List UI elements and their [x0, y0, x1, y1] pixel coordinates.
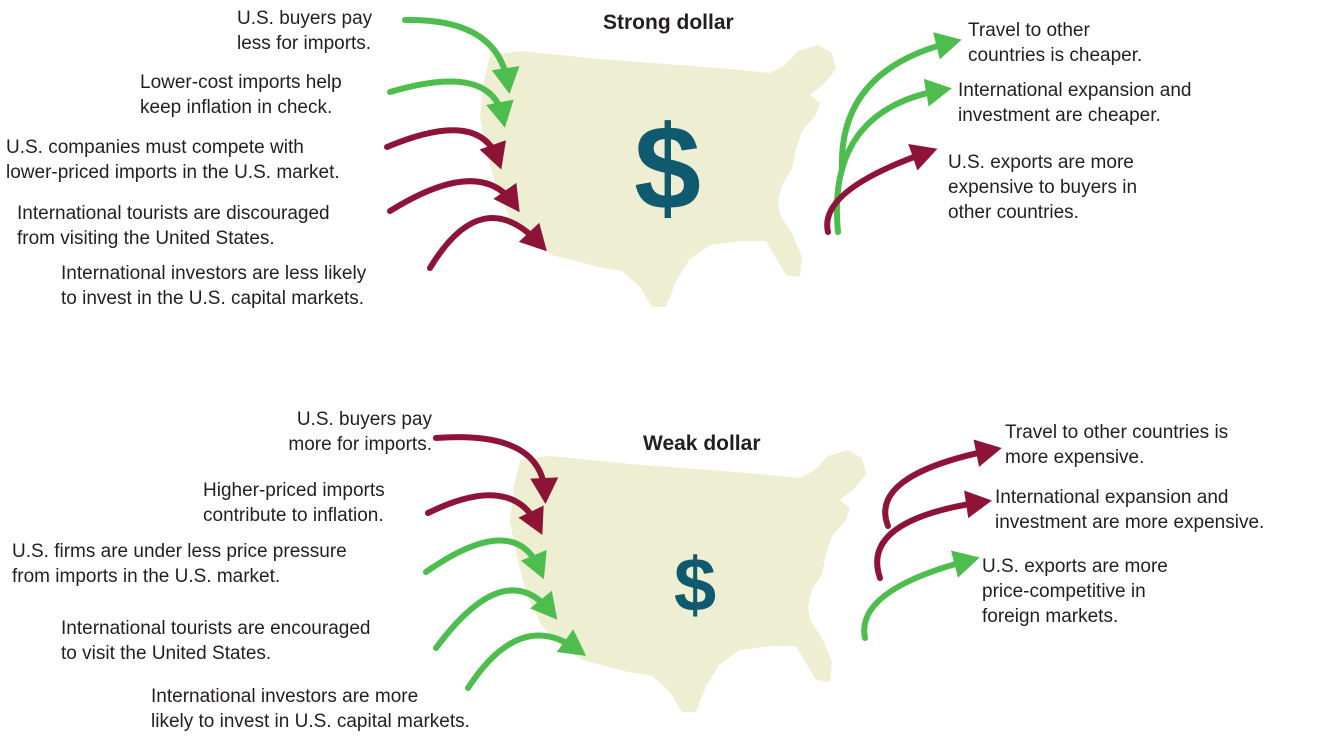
weak-left-arrow-3-head	[520, 549, 547, 580]
strong-map-art	[384, 16, 962, 307]
strong-right-arrow-3-head	[908, 143, 938, 171]
weak-left-arrow-1-head	[530, 477, 559, 504]
weak-dollar-title: Weak dollar	[643, 432, 761, 455]
weak-left-label-5: International investors are more likely t…	[151, 686, 470, 732]
strong-right-label-2: International expansion and investment ar…	[958, 80, 1192, 126]
strong-right-label-1: Travel to other countries is cheaper.	[968, 20, 1143, 66]
weak-left-arrow-5-head	[556, 629, 587, 656]
weak-left-arrow-4-shaft	[433, 587, 554, 651]
strong-dollar-title: Strong dollar	[603, 11, 734, 34]
weak-left-label-2: Higher-priced imports contribute to infla…	[203, 480, 385, 526]
strong-left-arrow-5-head	[518, 222, 547, 252]
weak-arrows	[423, 434, 1002, 691]
strong-left-label-3: U.S. companies must compete with lower-pr…	[6, 137, 340, 183]
weak-dollar-panel: Weak dollar $ U.S. buyers pay more for im…	[0, 360, 1318, 742]
weak-left-label-4: International tourists are encouraged to …	[61, 618, 371, 664]
weak-left-arrow-5-shaft	[465, 632, 581, 691]
strong-right-label-3: U.S. exports are more expensive to buyers…	[948, 152, 1138, 223]
weak-map-art	[423, 434, 1002, 712]
strong-left-arrow-4-head	[493, 182, 520, 213]
strong-arrows	[384, 16, 962, 271]
strong-right-arrow-1-head	[933, 32, 962, 60]
strong-left-arrow-1-head	[491, 66, 520, 94]
strong-right-arrow-2-head	[923, 78, 952, 107]
strong-dollar-symbol: $	[634, 101, 701, 235]
strong-left-arrow-3-head	[479, 140, 506, 170]
strong-left-arrow-3-shaft	[384, 127, 501, 163]
us-map-shape	[510, 450, 866, 712]
strong-left-label-5: International investors are less likely t…	[61, 263, 367, 309]
weak-left-arrow-4-head	[530, 590, 558, 620]
weak-right-label-3: U.S. exports are more price-competitive i…	[982, 556, 1168, 627]
strong-left-arrow-2-head	[486, 99, 514, 128]
weak-right-arrow-2-shaft	[874, 499, 985, 581]
weak-left-arrow-2-head	[518, 505, 544, 536]
weak-right-arrow-2-head	[964, 490, 992, 519]
strong-right-arrow-1-shaft	[838, 39, 955, 173]
strong-left-arrow-5-shaft	[427, 215, 543, 271]
weak-right-arrow-3-head	[950, 550, 980, 578]
weak-right-label-2: International expansion and investment ar…	[995, 487, 1265, 533]
weak-left-label-3: U.S. firms are under less price pressure…	[12, 541, 347, 587]
strong-left-label-2: Lower-cost imports help keep inflation in…	[140, 72, 342, 118]
strong-left-label-1: U.S. buyers pay less for imports.	[237, 8, 373, 54]
weak-left-label-1: U.S. buyers pay more for imports.	[288, 409, 432, 455]
us-map-shape	[480, 45, 836, 307]
strong-left-arrow-4-shaft	[387, 178, 517, 214]
weak-right-arrow-1-shaft	[882, 447, 995, 529]
strong-dollar-panel: Strong dollar $ U.S. buyers pay less for …	[0, 0, 1318, 360]
weak-right-arrow-1-head	[973, 439, 1002, 467]
strong-left-label-4: International tourists are discouraged fr…	[17, 203, 330, 249]
weak-right-label-1: Travel to other countries is more expensi…	[1005, 422, 1229, 468]
weak-dollar-symbol: $	[673, 543, 717, 628]
weak-right-arrow-3-shaft	[861, 557, 973, 641]
strong-right-arrow-3-shaft	[824, 149, 931, 235]
